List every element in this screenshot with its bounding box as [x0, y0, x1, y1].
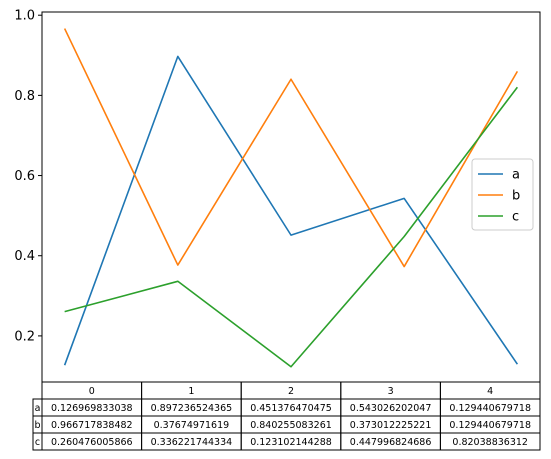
table-cell-value: 0.260476005866 — [51, 437, 133, 448]
y-tick-label: 0.2 — [14, 329, 35, 344]
table-col-label: 1 — [188, 386, 194, 397]
series-line-a — [63, 55, 519, 366]
legend-label-b: b — [512, 189, 520, 204]
legend-label-c: c — [512, 210, 519, 225]
table-col-label: 3 — [388, 386, 394, 397]
y-axis: 0.2 0.4 0.6 0.8 1.0 — [14, 9, 42, 344]
legend-label-a: a — [512, 168, 520, 183]
table-col-label: 4 — [487, 386, 493, 397]
line-series-group — [63, 28, 519, 368]
table-row-label: c — [35, 437, 40, 448]
legend: abc — [471, 158, 534, 231]
table-cell-value: 0.82038836312 — [452, 437, 528, 448]
table-cell-value: 0.37674971619 — [154, 420, 230, 431]
series-line-b — [63, 28, 519, 268]
data-table: 0 1 2 3 4 a 0.126969833038 0.897236524365 0.4513… — [32, 381, 541, 451]
table-col-label: 0 — [89, 386, 95, 397]
table-cell — [439, 432, 541, 451]
y-tick-label: 0.8 — [14, 89, 35, 104]
table-col-label: 2 — [288, 386, 294, 397]
table-row-label: b — [34, 420, 40, 431]
table-cell-value: 0.966717838482 — [51, 420, 133, 431]
table-cell-value: 0.451376470475 — [250, 403, 332, 414]
y-tick-label: 0.4 — [14, 249, 35, 264]
table-cell-value: 0.126969833038 — [51, 403, 133, 414]
table-cell-value: 0.336221744334 — [151, 437, 233, 448]
plot-frame — [41, 11, 541, 383]
y-tick-label: 0.6 — [14, 169, 35, 184]
table-row-label: a — [35, 403, 41, 414]
series-line-c — [64, 86, 519, 368]
table-cell-value: 0.123102144288 — [250, 437, 332, 448]
table-cell-value: 0.840255083261 — [250, 420, 332, 431]
table-cell-value: 0.897236524365 — [151, 403, 233, 414]
table-cell-value: 0.129440679718 — [449, 420, 531, 431]
table-cell-value: 0.543026202047 — [350, 403, 432, 414]
table-cell-value: 0.373012225221 — [350, 420, 432, 431]
y-tick-label: 1.0 — [14, 9, 35, 24]
table-cell-value: 0.447996824686 — [350, 437, 432, 448]
table-cell-value: 0.129440679718 — [449, 403, 531, 414]
